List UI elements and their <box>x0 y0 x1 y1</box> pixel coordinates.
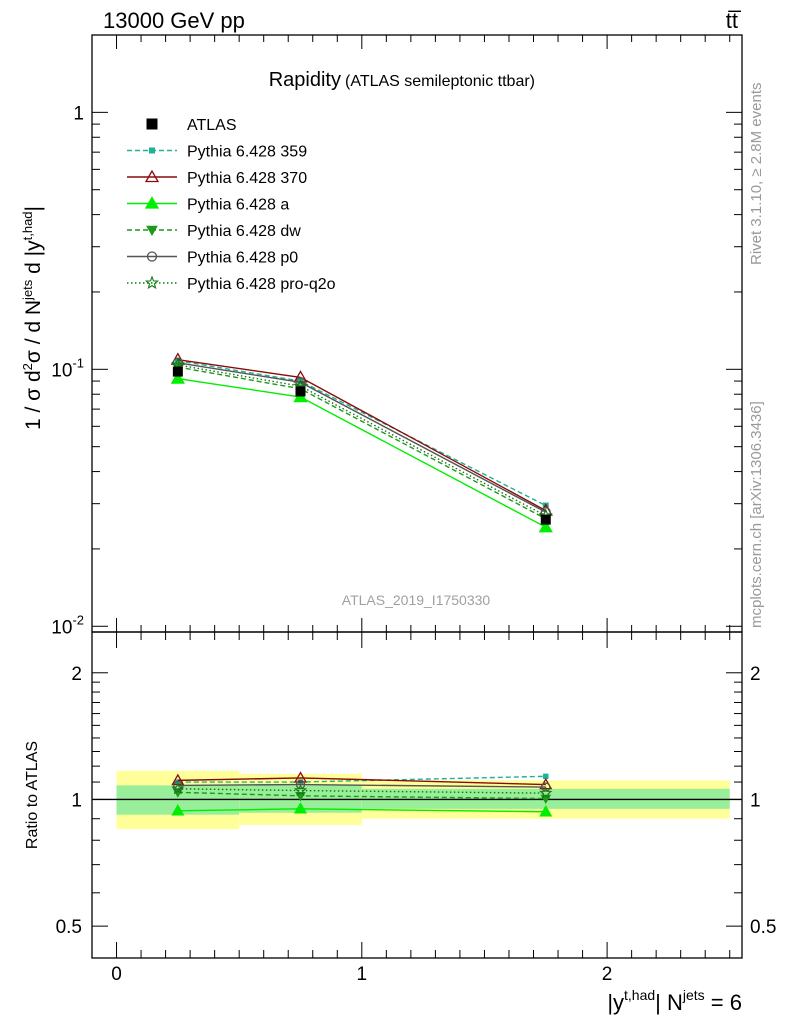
point-marker <box>543 773 549 780</box>
tick-exponent: -1 <box>72 355 84 370</box>
rivet-label: Rivet 3.1.10, ≥ 2.8M events <box>748 83 765 266</box>
x-tick-label: 2 <box>602 964 613 985</box>
ratio-series-layer <box>171 771 553 817</box>
legend-item: Pythia 6.428 p0 <box>127 250 298 267</box>
point-marker <box>539 805 553 817</box>
series-line <box>177 360 547 507</box>
point-marker <box>144 275 160 290</box>
point-marker <box>144 169 160 183</box>
point-marker <box>146 118 158 130</box>
series-atlas <box>172 366 551 525</box>
point-marker <box>293 802 308 814</box>
point-marker <box>541 782 551 792</box>
chart-subtitle: (ATLAS semileptonic ttbar) <box>345 73 535 90</box>
series-pythia-6-428-a <box>170 371 553 533</box>
point-marker <box>540 514 551 525</box>
point-marker <box>538 519 553 533</box>
point-marker <box>171 781 185 795</box>
series-line <box>177 359 547 512</box>
ratio-y-axis-label: Ratio to ATLAS <box>24 741 41 849</box>
point-marker <box>295 386 306 397</box>
point-marker <box>146 225 158 237</box>
series-line <box>177 366 547 520</box>
ratio-y-tick-label-right: 2 <box>750 664 761 685</box>
process-label: 13000 GeV pp <box>103 8 245 33</box>
tick-base: 10 <box>51 617 72 638</box>
series-pythia-6-428-pro-q2o <box>170 357 553 522</box>
series-pythia-6-428-359 <box>174 357 549 509</box>
legend-item: Pythia 6.428 370 <box>127 169 307 187</box>
series-line <box>177 362 547 513</box>
x-tick-label: 1 <box>357 964 368 985</box>
legend-item: Pythia 6.428 pro-q2o <box>127 275 336 293</box>
legend-label: Pythia 6.428 dw <box>187 223 301 240</box>
legend-item: Pythia 6.428 359 <box>127 144 307 161</box>
legend: ATLAS Pythia 6.428 359 Pythia 6.428 370 Pyt… <box>127 117 336 293</box>
ratio-series-line <box>177 777 546 786</box>
point-marker <box>293 783 308 797</box>
ratio-y-tick-label: 0.5 <box>56 917 82 938</box>
ratio-axis-ticks: 2 2 1 1 0.5 0.5 0 1 2 <box>56 632 776 985</box>
analysis-watermark: ATLAS_2019_I1750330 <box>342 592 491 608</box>
tick-exponent: -2 <box>72 612 84 627</box>
point-marker <box>146 251 158 262</box>
ratio-series-pythia-6-428-a <box>171 802 553 817</box>
point-marker <box>171 804 185 816</box>
y-tick-label: 1 <box>73 103 84 124</box>
x-tick-label: 0 <box>111 964 122 985</box>
ratio-series-pythia-6-428-pro-q2o <box>171 781 553 799</box>
series-pythia-6-428-p0 <box>172 357 551 518</box>
point-marker <box>172 366 183 377</box>
ratio-y-tick-label-right: 1 <box>750 790 761 811</box>
legend-label: ATLAS <box>187 117 237 134</box>
y-tick-label: 10-2 <box>51 612 84 638</box>
legend-item: ATLAS <box>146 117 237 134</box>
legend-item: Pythia 6.428 a <box>127 196 289 214</box>
point-marker <box>144 196 160 209</box>
point-marker <box>174 357 181 364</box>
final-state-label: tt̅ <box>726 8 742 33</box>
main-series-layer <box>170 352 553 533</box>
y-tick-label: 10-1 <box>51 355 84 381</box>
series-line <box>177 377 547 528</box>
point-marker <box>149 147 155 154</box>
main-y-axis-label: 1 / σ d2σ / d Njets d |yt,had| <box>20 206 45 430</box>
ratio-panel: 2 2 1 1 0.5 0.5 0 1 2 Ratio to ATLAS |yt,had| Nj… <box>24 631 776 1015</box>
legend-label: Pythia 6.428 370 <box>187 170 307 187</box>
source-label: mcplots.cern.ch [arXiv:1306.3436] <box>748 401 765 628</box>
ratio-series-line <box>177 788 546 794</box>
ratio-frame <box>91 631 743 959</box>
point-marker <box>170 371 185 384</box>
tick-base: 10 <box>51 360 72 381</box>
main-panel: 110-110-2 Rapidity (ATLAS semileptonic t… <box>20 34 743 638</box>
ratio-y-tick-label: 1 <box>71 790 82 811</box>
ratio-y-tick-label-right: 0.5 <box>750 917 776 938</box>
chart-title: Rapidity <box>269 69 341 91</box>
legend-label: Pythia 6.428 pro-q2o <box>187 276 336 293</box>
series-line <box>177 364 547 517</box>
point-marker <box>293 771 308 783</box>
legend-label: Pythia 6.428 a <box>187 197 289 214</box>
legend-label: Pythia 6.428 p0 <box>187 250 298 267</box>
legend-label: Pythia 6.428 359 <box>187 144 307 161</box>
series-pythia-6-428-370 <box>170 352 553 516</box>
legend-item: Pythia 6.428 dw <box>127 223 301 240</box>
point-marker <box>295 779 306 790</box>
ratio-y-tick-label: 2 <box>71 664 82 685</box>
point-marker <box>539 786 553 799</box>
x-axis-label: |yt,had| Njets = 6 <box>607 987 742 1015</box>
